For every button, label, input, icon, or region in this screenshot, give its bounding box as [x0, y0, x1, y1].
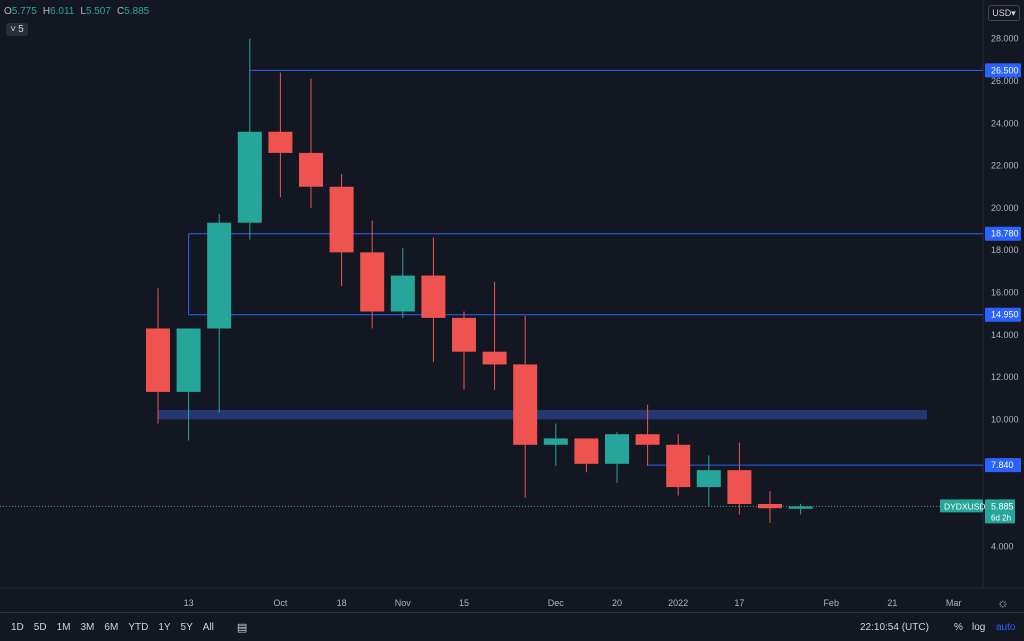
candle-body[interactable] [237, 131, 262, 223]
x-tick-label: 20 [612, 598, 622, 608]
x-tick-label: 15 [459, 598, 469, 608]
candle-body[interactable] [727, 470, 752, 504]
x-tick-label: Feb [823, 598, 839, 608]
range-button-1d[interactable]: 1D [11, 621, 24, 633]
x-tick-label: Dec [548, 598, 565, 608]
clock: 22:10:54 (UTC) [860, 621, 929, 633]
candle-body[interactable] [574, 438, 599, 464]
candle-body[interactable] [452, 317, 476, 352]
range-button-1y[interactable]: 1Y [158, 621, 171, 633]
y-tick-label: 10.000 [991, 414, 1019, 424]
level-price-label: 18.780 [991, 229, 1019, 239]
high-value: 6.011 [50, 6, 75, 17]
bottom-toolbar: 1D 5D 1M 3M 6M YTD 1Y 5Y All ▤ 22:10:54 (UTC) % … [0, 612, 1024, 641]
candle-body[interactable] [207, 222, 232, 329]
y-tick-label: 14.000 [991, 330, 1019, 340]
y-tick-label: 12.000 [991, 372, 1019, 382]
level-price-label: 14.950 [991, 310, 1019, 320]
last-price-label: 5.885 [991, 501, 1014, 511]
support-zone [158, 409, 927, 420]
candle-body[interactable] [543, 438, 568, 445]
range-buttons: 1D 5D 1M 3M 6M YTD 1Y 5Y All [6, 622, 219, 633]
range-button-5y[interactable]: 5Y [180, 621, 193, 633]
range-button-6m[interactable]: 6M [104, 621, 119, 633]
candle-body[interactable] [696, 470, 721, 488]
x-tick-label: Mar [946, 598, 962, 608]
chevron-down-icon: ▾ [1011, 7, 1016, 18]
symbol-label: DYDXUSD [944, 501, 986, 511]
currency-label: USD [992, 8, 1012, 18]
x-tick-label: 2022 [668, 598, 688, 608]
level-price-badge [985, 226, 1021, 241]
x-tick-label: 21 [887, 598, 897, 608]
candle-body[interactable] [329, 186, 354, 253]
candle-body[interactable] [605, 434, 629, 464]
candle-body[interactable] [421, 275, 446, 318]
candle-body[interactable] [758, 504, 782, 509]
candle-body[interactable] [635, 434, 660, 445]
level-price-badge [985, 63, 1021, 78]
open-value: 5.775 [11, 6, 37, 17]
x-tick-label: 17 [734, 598, 744, 608]
x-tick-label: 13 [184, 598, 194, 608]
level-price-label: 7.840 [991, 460, 1014, 470]
range-button-all[interactable]: All [202, 621, 214, 633]
y-tick-label: 20.000 [991, 203, 1019, 213]
x-tick-label: Oct [273, 598, 288, 608]
settings-gear-icon[interactable]: ☼ [997, 595, 1009, 610]
close-label: C [116, 6, 125, 17]
goto-date-icon[interactable]: ▤ [236, 621, 248, 634]
candle-body[interactable] [146, 328, 170, 392]
y-tick-label: 26.000 [991, 76, 1019, 86]
y-tick-label: 18.000 [991, 245, 1019, 255]
range-button-3m[interactable]: 3M [80, 621, 95, 633]
symbol-badge [940, 499, 983, 513]
candle-body[interactable] [268, 131, 293, 153]
candle-body[interactable] [788, 506, 813, 509]
high-label: H [42, 6, 51, 17]
last-price-badge [985, 499, 1015, 524]
y-tick-label: 22.000 [991, 161, 1019, 171]
range-button-1m[interactable]: 1M [56, 621, 71, 633]
percent-scale-button[interactable]: % [954, 621, 963, 633]
open-label: O [4, 6, 12, 17]
x-tick-label: 18 [337, 598, 347, 608]
countdown-label: 6d 2h [991, 513, 1011, 522]
currency-button[interactable]: USD ▾ [988, 5, 1020, 21]
close-value: 5.885 [124, 6, 150, 17]
range-button-5d[interactable]: 5D [33, 621, 47, 633]
indicator-count: 5 [18, 24, 24, 35]
candle-body[interactable] [176, 328, 201, 392]
level-price-badge [985, 458, 1021, 473]
level-price-badge [985, 307, 1021, 322]
chevron-down-icon: ˅ [10, 24, 17, 35]
auto-scale-button[interactable]: auto [996, 621, 1016, 633]
y-tick-label: 4.000 [991, 541, 1014, 551]
y-tick-label: 28.000 [991, 34, 1019, 44]
candle-body[interactable] [390, 275, 415, 312]
log-scale-button[interactable]: log [972, 621, 986, 633]
level-price-label: 26.500 [991, 65, 1019, 75]
low-label: L [80, 6, 86, 17]
candle-body[interactable] [299, 152, 323, 187]
range-button-ytd[interactable]: YTD [128, 621, 149, 633]
low-value: 5.507 [85, 6, 111, 17]
candle-body[interactable] [666, 444, 691, 488]
candle-body[interactable] [482, 351, 507, 365]
x-tick-label: Nov [395, 598, 412, 608]
ohlc-legend: O5.775 H6.011 L5.507 C5.885 [4, 6, 149, 17]
candle-body[interactable] [360, 252, 385, 312]
indicator-toggle-button[interactable]: ˅ 5 [6, 23, 28, 36]
candle-body[interactable] [513, 364, 538, 445]
y-tick-label: 24.000 [991, 118, 1019, 128]
y-tick-label: 16.000 [991, 288, 1019, 298]
